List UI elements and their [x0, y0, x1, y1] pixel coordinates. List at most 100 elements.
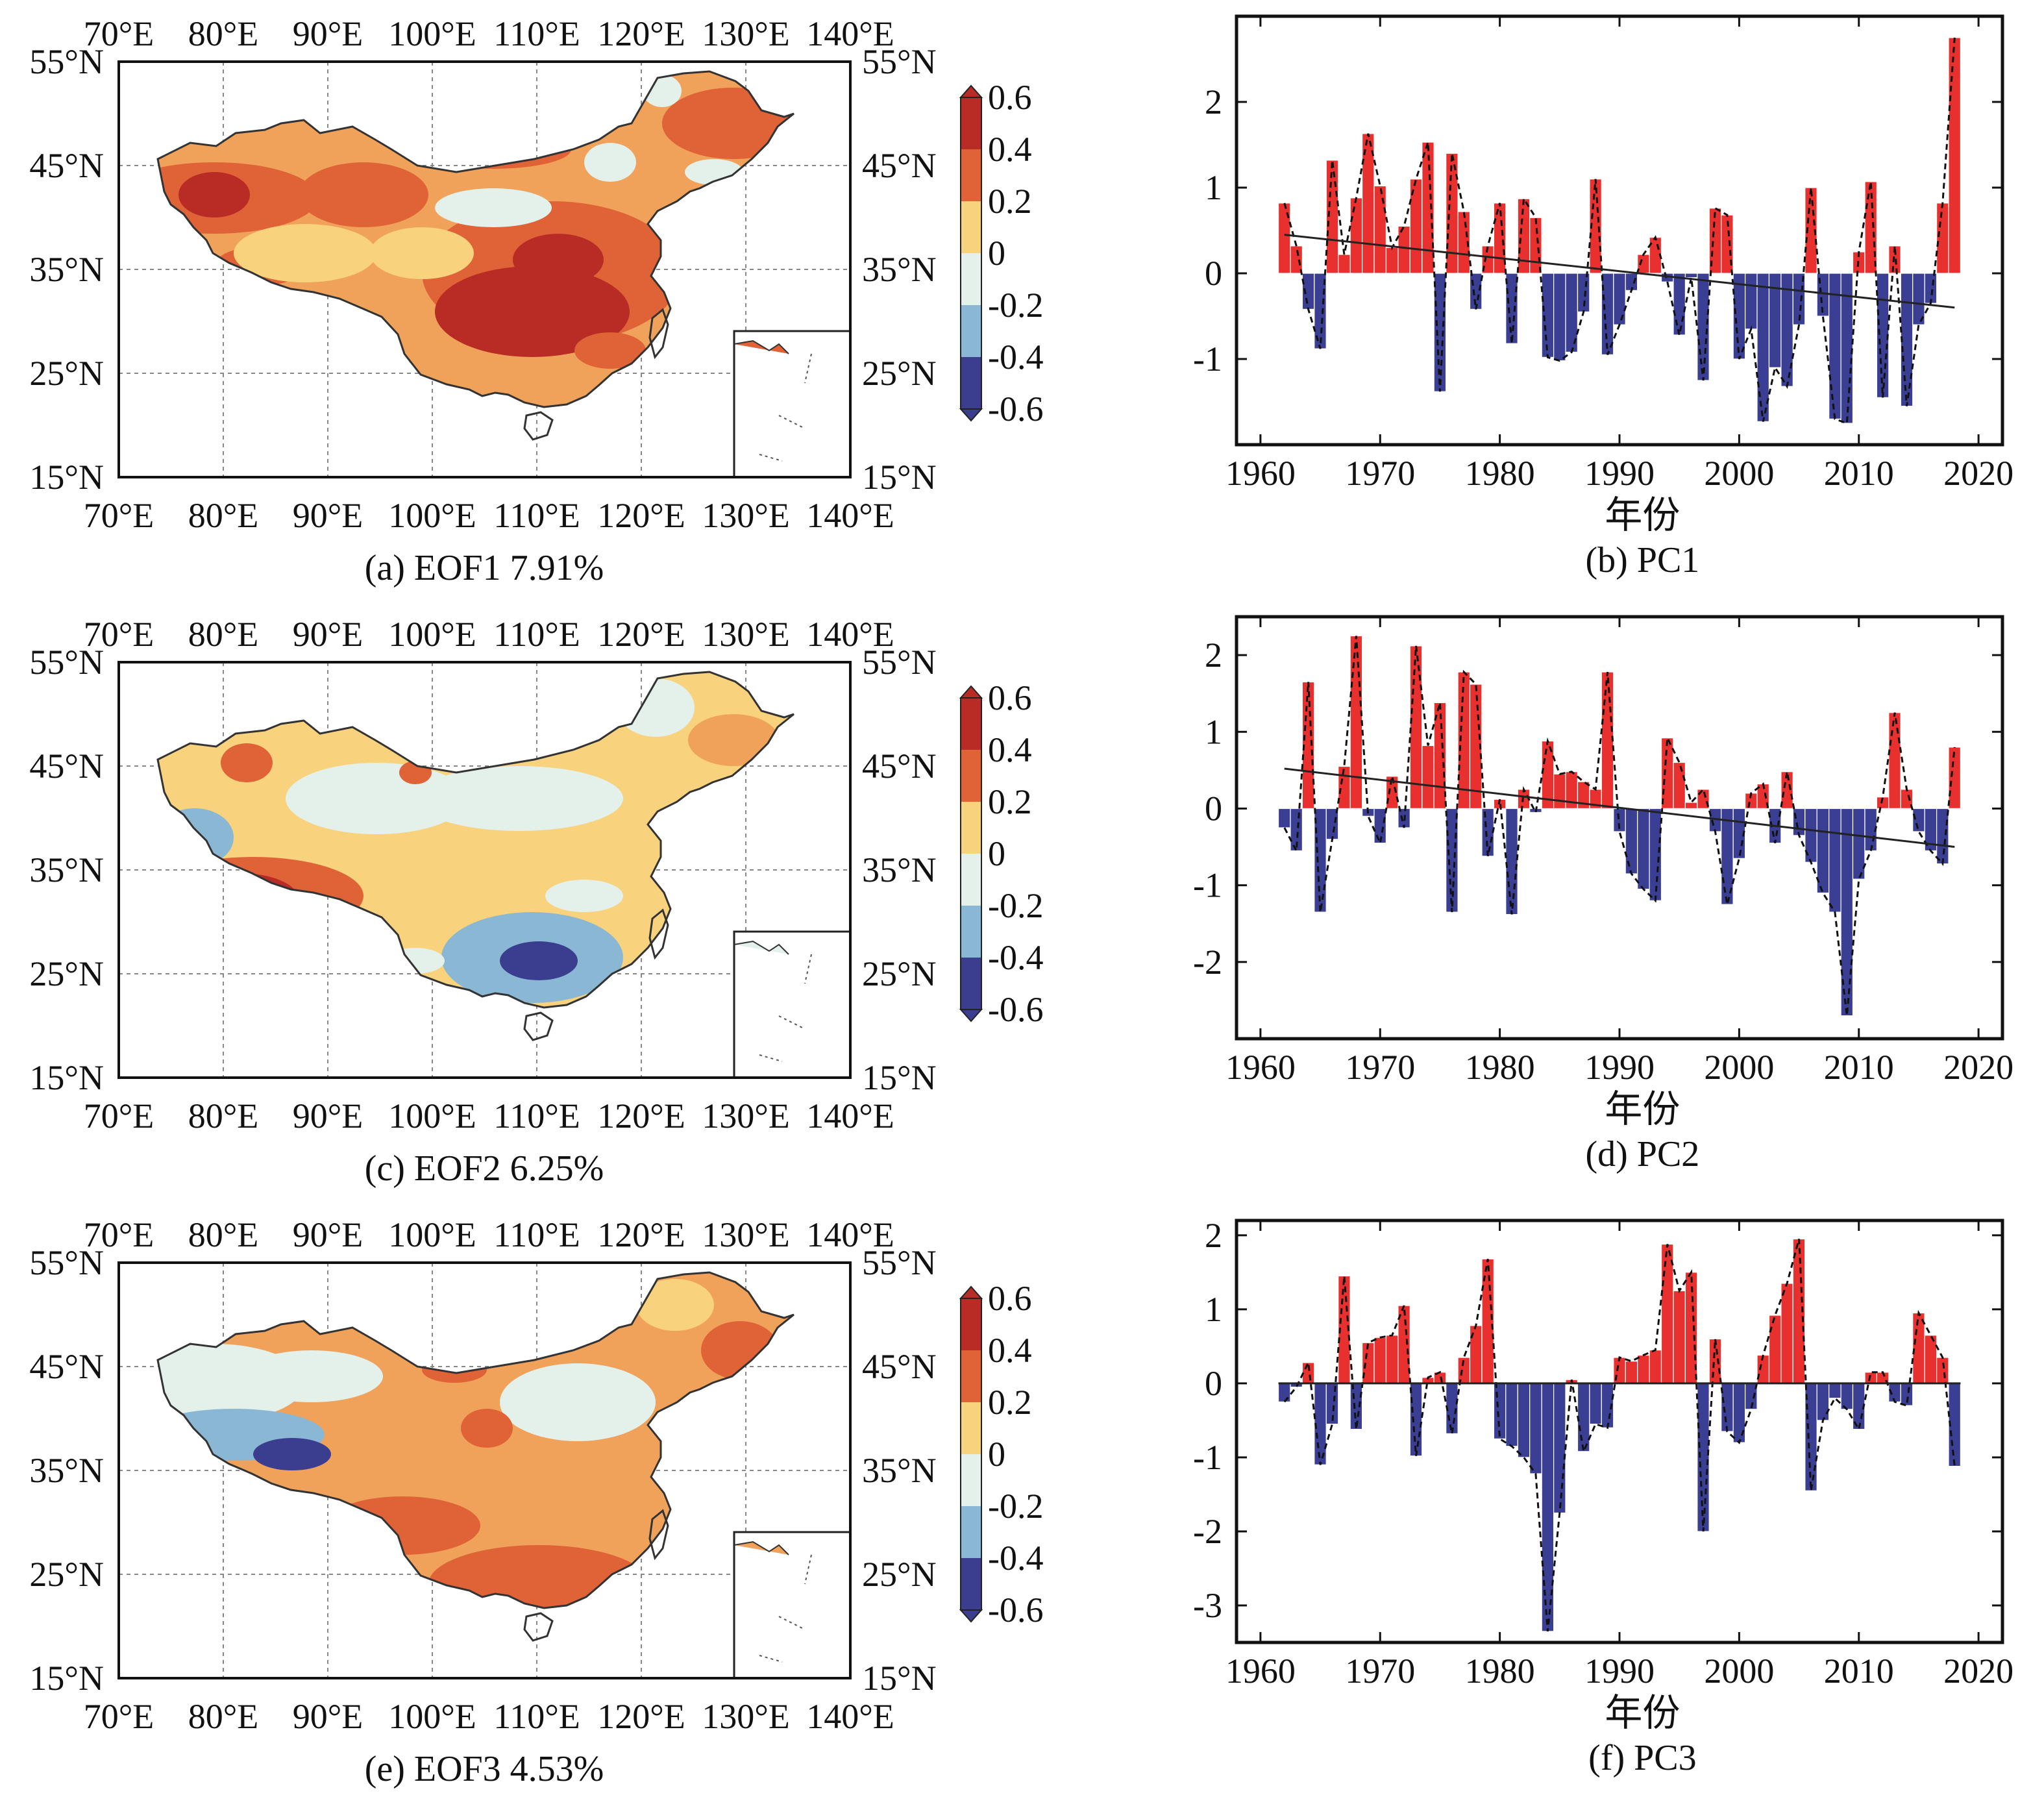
- lat-labels-right: 55°N 45°N 35°N 25°N 15°N: [862, 1243, 937, 1698]
- x-tick-label: 1980: [1465, 454, 1535, 493]
- lon-tick-label: 140°E: [806, 14, 894, 53]
- bar: [1398, 225, 1410, 274]
- bar: [1780, 771, 1793, 809]
- bar: [1290, 245, 1303, 274]
- x-tick-label: 1980: [1465, 1652, 1535, 1690]
- bar: [1888, 245, 1901, 274]
- lat-labels-right: 55°N 45°N 35°N 25°N 15°N: [862, 643, 937, 1097]
- bar: [1373, 1337, 1386, 1384]
- bar: [1912, 1312, 1925, 1384]
- bar: [1385, 1335, 1399, 1384]
- lat-tick-label: 15°N: [862, 458, 937, 497]
- colorbar-label: -0.4: [988, 938, 1043, 977]
- lat-tick-label: 35°N: [29, 1451, 104, 1490]
- bar: [1625, 808, 1638, 874]
- y-tick-label: 2: [1205, 82, 1222, 121]
- south-china-sea-inset: [733, 930, 852, 1079]
- bar: [1385, 247, 1399, 274]
- colorbar-label: 0.4: [988, 130, 1032, 169]
- x-axis-label: 年份: [1605, 494, 1680, 536]
- x-tick-label: 2000: [1704, 1652, 1774, 1690]
- trend-line: [1284, 767, 1955, 848]
- lon-tick-label: 100°E: [388, 1697, 476, 1736]
- lat-tick-label: 35°N: [862, 250, 937, 289]
- lat-tick-label: 25°N: [862, 354, 937, 393]
- colorbar-label: 0.2: [988, 1383, 1032, 1422]
- bar: [1290, 808, 1303, 852]
- bar: [1780, 1283, 1793, 1384]
- lon-tick-label: 90°E: [293, 496, 363, 535]
- lon-tick-label: 130°E: [702, 496, 790, 535]
- bar: [1541, 273, 1555, 358]
- lon-tick-label: 70°E: [84, 1096, 154, 1135]
- bar: [1505, 273, 1518, 344]
- lat-tick-label: 55°N: [29, 42, 104, 81]
- lat-tick-label: 25°N: [29, 954, 104, 993]
- lon-tick-label: 100°E: [388, 615, 476, 654]
- lon-tick-label: 90°E: [293, 1215, 363, 1254]
- lon-tick-label: 90°E: [293, 1697, 363, 1736]
- lon-labels-bottom: 70°E 80°E 90°E 100°E 110°E 120°E 130°E 1…: [84, 496, 894, 535]
- lon-tick-label: 120°E: [597, 1215, 685, 1254]
- lon-tick-label: 80°E: [188, 1215, 259, 1254]
- x-tick-label: 2020: [1943, 454, 2013, 493]
- bar: [1637, 254, 1650, 274]
- bar: [1732, 273, 1746, 360]
- bar: [1422, 745, 1434, 810]
- lat-labels-left: 55°N 45°N 35°N 25°N 15°N: [29, 1243, 104, 1698]
- panel-caption: (a) EOF1 7.91%: [365, 548, 604, 588]
- x-axis-label: 年份: [1605, 1088, 1680, 1130]
- colorbar-label: 0: [988, 1435, 1005, 1474]
- bar: [1637, 1354, 1650, 1384]
- bar: [1840, 808, 1854, 1017]
- bar: [1338, 254, 1351, 274]
- colorbar-label: 0.6: [988, 78, 1032, 117]
- bar: [1349, 197, 1363, 274]
- bar: [1385, 776, 1399, 810]
- series-dashed-line: [1283, 636, 1956, 1016]
- lat-tick-label: 15°N: [29, 1659, 104, 1698]
- bar: [1804, 187, 1817, 274]
- bar: [1840, 1383, 1854, 1410]
- y-tick-label: -1: [1193, 866, 1222, 905]
- bar: [1433, 702, 1447, 810]
- colorbar-label: 0.2: [988, 182, 1032, 221]
- x-tick-label: 2020: [1943, 1048, 2013, 1087]
- lon-tick-label: 140°E: [806, 1697, 894, 1736]
- colorbar-label: 0.4: [988, 1331, 1032, 1370]
- bar: [1373, 808, 1386, 844]
- colorbar: 0.6 0.4 0.2 0 -0.2 -0.4 -0.6: [959, 678, 1043, 1029]
- lon-tick-label: 70°E: [84, 615, 154, 654]
- bar: [1829, 808, 1841, 913]
- y-tick-label: 1: [1205, 168, 1222, 207]
- x-tick-label: 1960: [1225, 1652, 1296, 1690]
- bar: [1924, 1335, 1938, 1384]
- lon-tick-label: 100°E: [388, 1215, 476, 1254]
- colorbar-label: -0.6: [988, 1591, 1043, 1629]
- y-tick-label: 1: [1205, 712, 1222, 751]
- lon-tick-label: 120°E: [597, 14, 685, 53]
- pc2-chart: 1960 1970 1980 1990 2000 2010 2020 -2 -1 0 1 2 年份(d)…: [1193, 615, 2013, 1174]
- lon-tick-label: 80°E: [188, 1697, 259, 1736]
- lon-tick-label: 70°E: [84, 496, 154, 535]
- lat-tick-label: 45°N: [29, 1347, 104, 1386]
- x-tick-label: 1960: [1225, 454, 1296, 493]
- lon-tick-label: 140°E: [806, 1215, 894, 1254]
- lon-tick-label: 140°E: [806, 1096, 894, 1135]
- lon-labels-bottom: 70°E 80°E 90°E 100°E 110°E 120°E 130°E 1…: [84, 1096, 894, 1135]
- lon-tick-label: 110°E: [493, 1215, 580, 1254]
- lat-tick-label: 55°N: [29, 1243, 104, 1282]
- lon-tick-label: 130°E: [702, 1215, 790, 1254]
- lon-tick-label: 100°E: [388, 14, 476, 53]
- lon-tick-label: 80°E: [188, 615, 259, 654]
- lat-tick-label: 15°N: [862, 1058, 937, 1097]
- lon-tick-label: 110°E: [493, 14, 580, 53]
- y-tick-label: 1: [1205, 1290, 1222, 1329]
- x-tick-label: 1990: [1584, 1048, 1655, 1087]
- bar: [1589, 1383, 1602, 1425]
- lon-tick-label: 110°E: [493, 496, 580, 535]
- bar: [1493, 1383, 1507, 1439]
- x-tick-label: 1990: [1584, 1652, 1655, 1690]
- colorbar-label: 0.4: [988, 730, 1032, 769]
